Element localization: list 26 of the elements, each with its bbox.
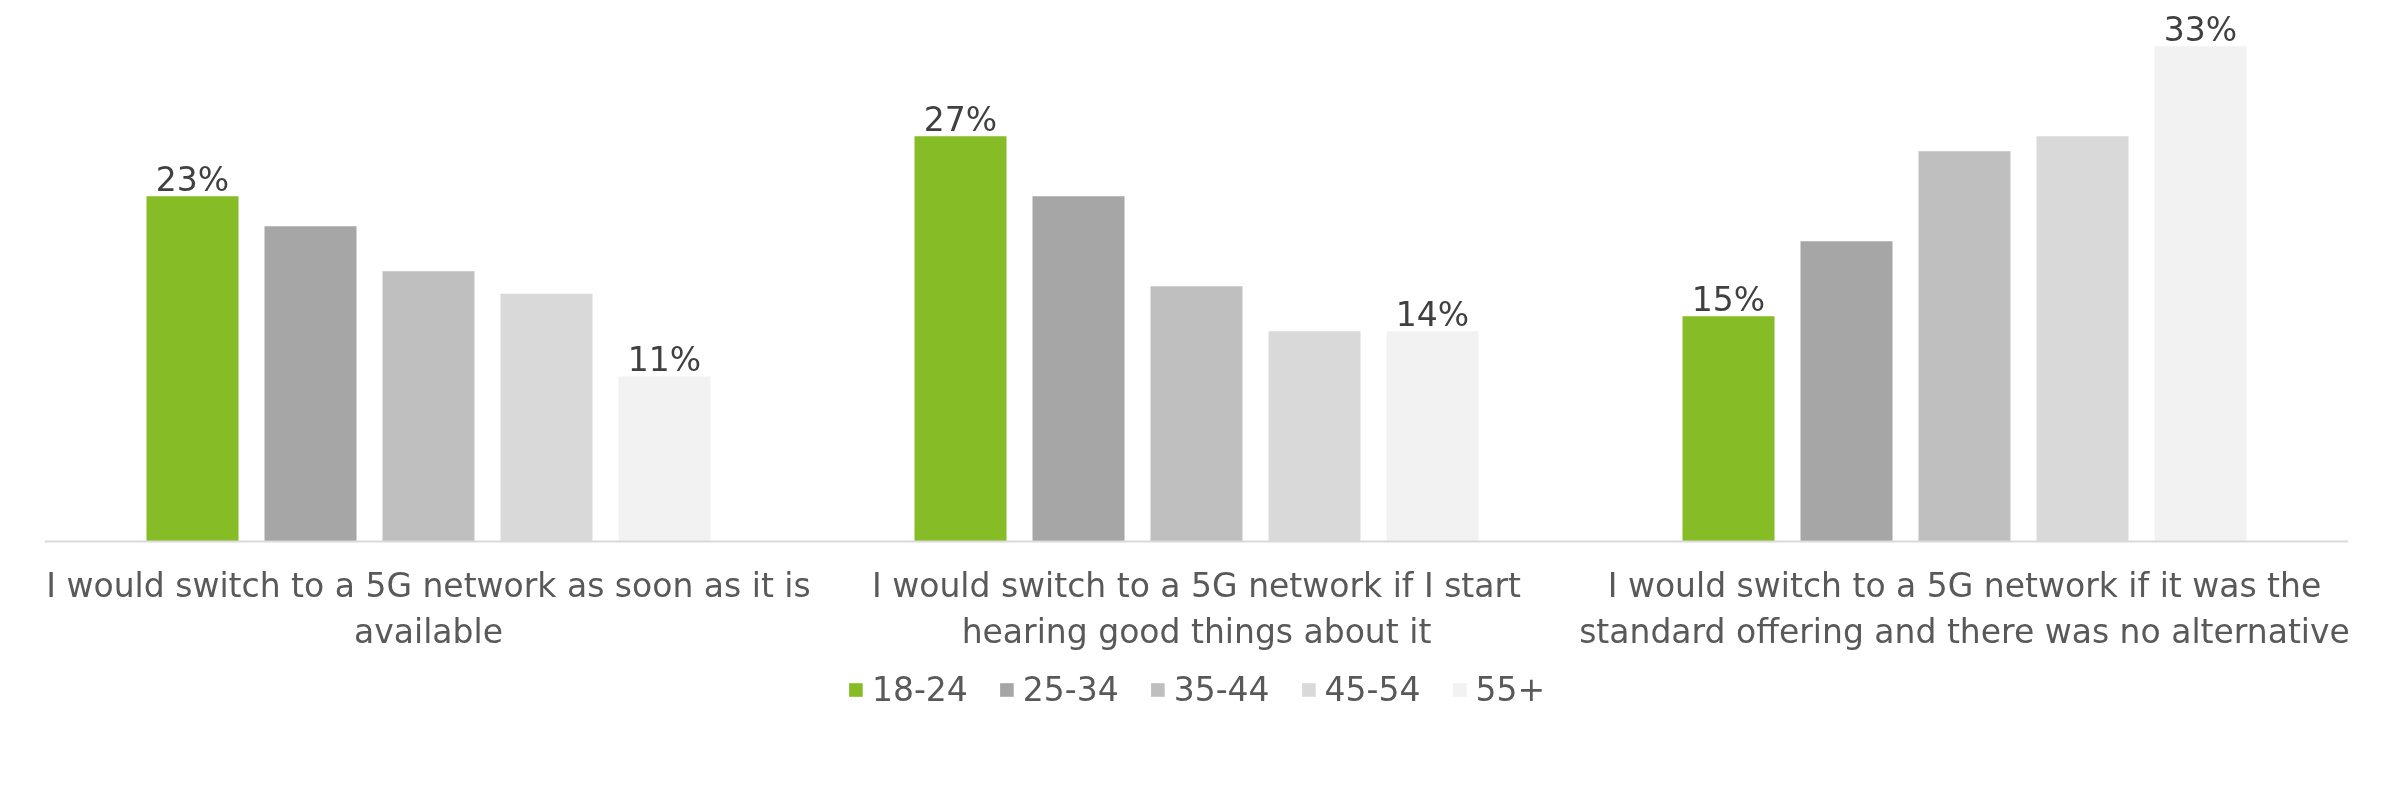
x-tick-label: I would switch to a 5G network if I start hearing good things about it xyxy=(871,565,1522,652)
bar xyxy=(1918,151,2011,542)
data-label: 14% xyxy=(1395,294,1470,334)
bar xyxy=(382,271,475,542)
data-label: 15% xyxy=(1691,279,1766,319)
bar xyxy=(1386,331,1479,542)
bar xyxy=(264,226,357,542)
bar xyxy=(1800,241,1893,542)
bar xyxy=(1682,316,1775,542)
data-label: 11% xyxy=(627,339,702,379)
bar xyxy=(2154,46,2247,542)
bar xyxy=(1150,286,1243,542)
legend-label: 35-44 xyxy=(1173,670,1270,709)
data-label: 23% xyxy=(155,159,230,199)
x-tick-label: I would switch to a 5G network as soon as it is available xyxy=(46,565,811,652)
bar xyxy=(1032,196,1125,542)
legend-label: 45-54 xyxy=(1324,670,1421,709)
bar xyxy=(914,136,1007,542)
bar xyxy=(618,376,711,542)
data-label: 33% xyxy=(2163,9,2238,49)
data-label: 27% xyxy=(923,99,998,139)
bar xyxy=(146,196,239,542)
legend-label: 25-34 xyxy=(1022,670,1119,709)
x-tick-label: I would switch to a 5G network if it was the standard offering and there was no alternative xyxy=(1579,565,2350,652)
legend-label: 55+ xyxy=(1475,670,1546,709)
legend-label: 18-24 xyxy=(871,670,968,709)
